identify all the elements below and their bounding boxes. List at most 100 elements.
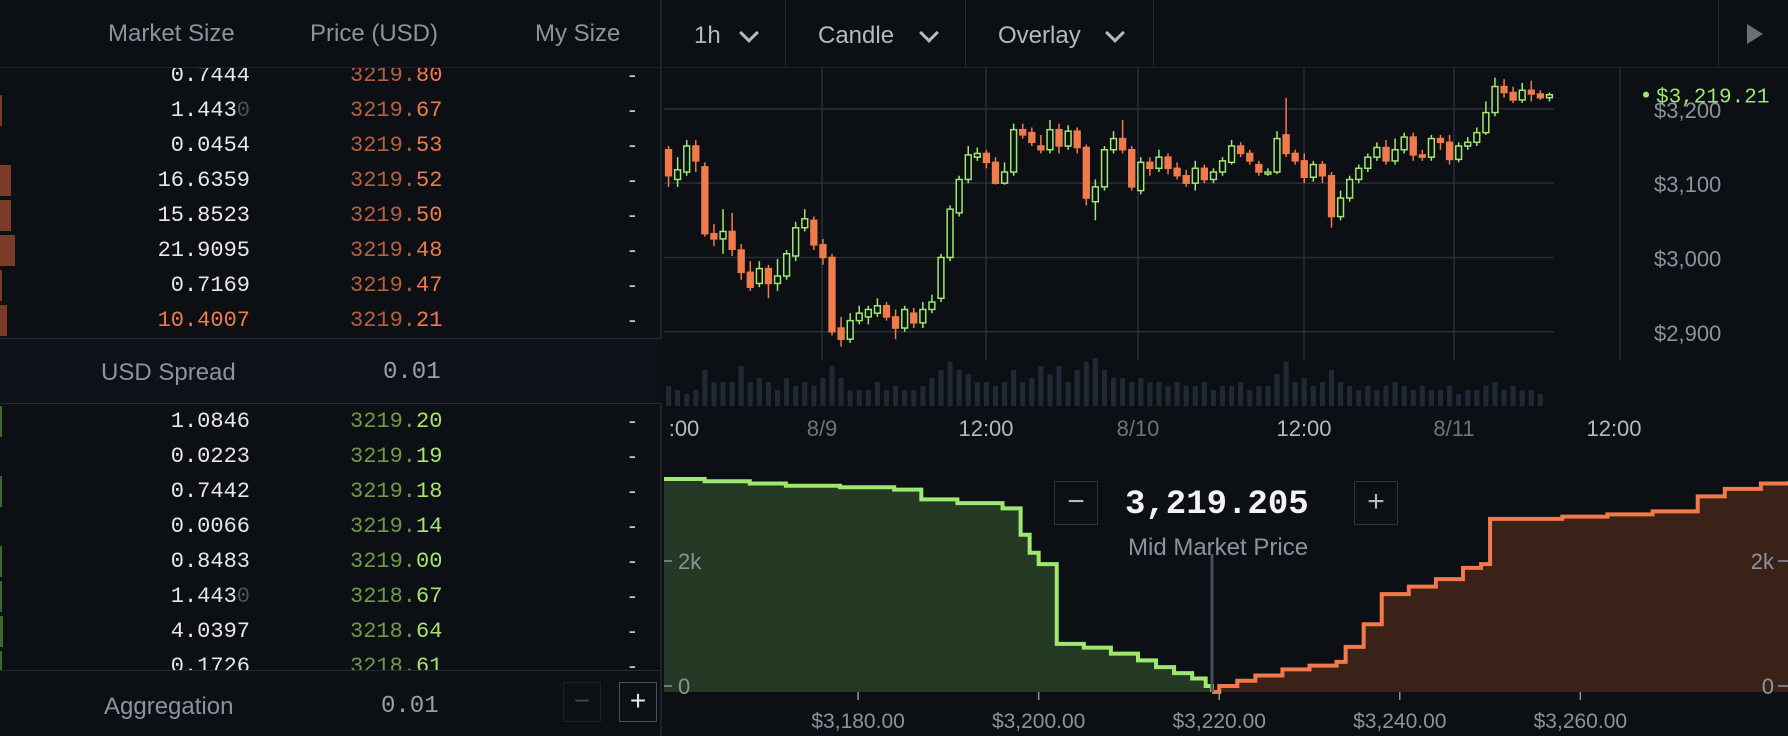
interval-dropdown[interactable]: 1h [664,0,786,68]
volume-bar [1056,366,1062,406]
price: 3219.48 [350,238,442,263]
volume-bar [1101,370,1107,406]
candle-body [1482,111,1490,134]
market-size: 15.8523 [158,203,250,228]
volume-bar [1138,378,1144,406]
chart-type-dropdown[interactable]: Candle [786,0,966,68]
interval-label: 1h [694,22,721,49]
ask-row[interactable]: 16.6359 3219.52 - [0,163,662,198]
y-tick-label-left: 2k [678,549,702,574]
y-tick-label: $3,000 [1654,246,1721,271]
bid-row[interactable]: 1.0846 3219.20 - [0,404,662,439]
depth-zoom-out-button[interactable]: − [1054,481,1098,525]
header-price[interactable]: Price (USD) [310,20,439,47]
candle-body [782,253,791,277]
depth-zoom-in-button[interactable]: + [1354,481,1398,525]
candle-body [828,256,836,333]
volume-bar [1338,382,1344,406]
candle-body [1527,89,1535,95]
ask-row[interactable]: 1.4430 3219.67 - [0,93,662,128]
volume-bar [1510,386,1516,406]
candle-body [1246,152,1254,162]
candle-body [1091,186,1100,203]
volume-bar [1328,370,1335,406]
volume-bar [811,386,817,406]
aggregation-row: Aggregation 0.01 [0,670,662,736]
header-market-size[interactable]: Market Size [108,20,235,47]
volume-bar [1365,386,1371,406]
candle-body [1291,152,1299,162]
overlay-dropdown[interactable]: Overlay [966,0,1154,68]
candle-body [1218,160,1227,173]
market-size-value: 0.0066 [170,514,250,539]
volume-bar [1129,382,1135,406]
candle-body [837,327,845,340]
bid-row[interactable]: 0.0223 3219.19 - [0,439,662,474]
play-button[interactable] [1718,0,1788,68]
candle-body [1346,178,1354,199]
candle-body [1373,146,1381,158]
bid-row[interactable]: 0.1726 3218.61 - [0,649,662,670]
market-size-value: 0.1726 [170,654,250,670]
bid-row[interactable]: 4.0397 3218.64 - [0,614,662,649]
volume-bar [838,378,844,406]
market-size: 4.0397 [171,619,250,644]
volume-bar [747,382,753,406]
bid-row[interactable]: 0.8483 3219.00 - [0,544,662,579]
current-price-marker [1643,91,1649,98]
candle-body [1019,128,1027,136]
ask-row[interactable]: 15.8523 3219.50 - [0,198,662,233]
market-size-value: 1.443 [170,584,237,609]
ask-row[interactable]: 0.0454 3219.53 - [0,128,662,163]
candle-body [792,226,800,257]
price-chart[interactable]: $3,200 $3,100 $3,000 $2,900 $3,219.21:00 8/9 1… [664,68,1788,450]
volume-bar [1474,390,1480,406]
volume-bar [1401,386,1407,406]
price-decimals: 21 [416,308,443,333]
candle-body [1073,130,1081,149]
volume-bar [756,378,762,406]
candlestick-chart[interactable]: $3,200 $3,100 $3,000 $2,900 $3,219.21:00 8/9 1… [664,68,1788,450]
price-integer: 3218. [350,619,417,644]
price-integer: 3218. [350,584,417,609]
ask-depth-line [1212,481,1788,694]
volume-bar [965,374,971,406]
volume-bar [1410,390,1416,406]
ask-row[interactable]: 10.4007 3219.21 - [0,303,662,338]
my-size: - [628,408,636,433]
mid-market-price-value: 3,219.205 [1125,486,1309,524]
candle-body [1327,174,1336,218]
ask-row[interactable]: 0.7444 3219.80 - [0,68,662,93]
candle-body [864,308,872,318]
my-size: - [628,202,636,227]
candle-body [1000,171,1009,184]
my-size: - [628,68,636,87]
play-icon [1747,24,1763,44]
candle-body [1500,85,1508,94]
ask-row[interactable]: 21.9095 3219.48 - [0,233,662,268]
candle-body [1064,130,1072,147]
depth-chart[interactable]: 2k 0 2k 0 $3,180.00 $3,200.00 $3,220.00 $3,240.… [664,470,1788,736]
aggregation-increase-button[interactable]: + [619,682,657,722]
x-tick-label: 8/11 [1433,416,1474,441]
price-integer: 3219. [350,273,417,298]
header-my-size[interactable]: My Size [535,20,621,47]
ask-row[interactable]: 0.7169 3219.47 - [0,268,662,303]
aggregation-decrease-button[interactable]: − [563,682,601,722]
my-size: - [628,237,636,262]
candle-body [1164,156,1172,170]
bid-row[interactable]: 0.7442 3219.18 - [0,474,662,509]
candle-body [919,308,927,324]
volume-bar [956,370,962,406]
market-size-value: 10.4007 [157,308,250,333]
bid-row[interactable]: 1.4430 3218.67 - [0,579,662,614]
my-size: - [628,167,636,192]
candle-body [1473,131,1481,144]
price-decimals: 80 [416,68,443,88]
volume-bar [693,390,699,406]
market-size: 0.0223 [171,444,250,469]
bid-row[interactable]: 0.0066 3219.14 - [0,509,662,544]
depth-chart-svg[interactable]: 2k 0 2k 0 $3,180.00 $3,200.00 $3,220.00 $3,240.… [664,470,1788,736]
volume-bar [802,382,808,406]
candle-body [810,219,818,246]
